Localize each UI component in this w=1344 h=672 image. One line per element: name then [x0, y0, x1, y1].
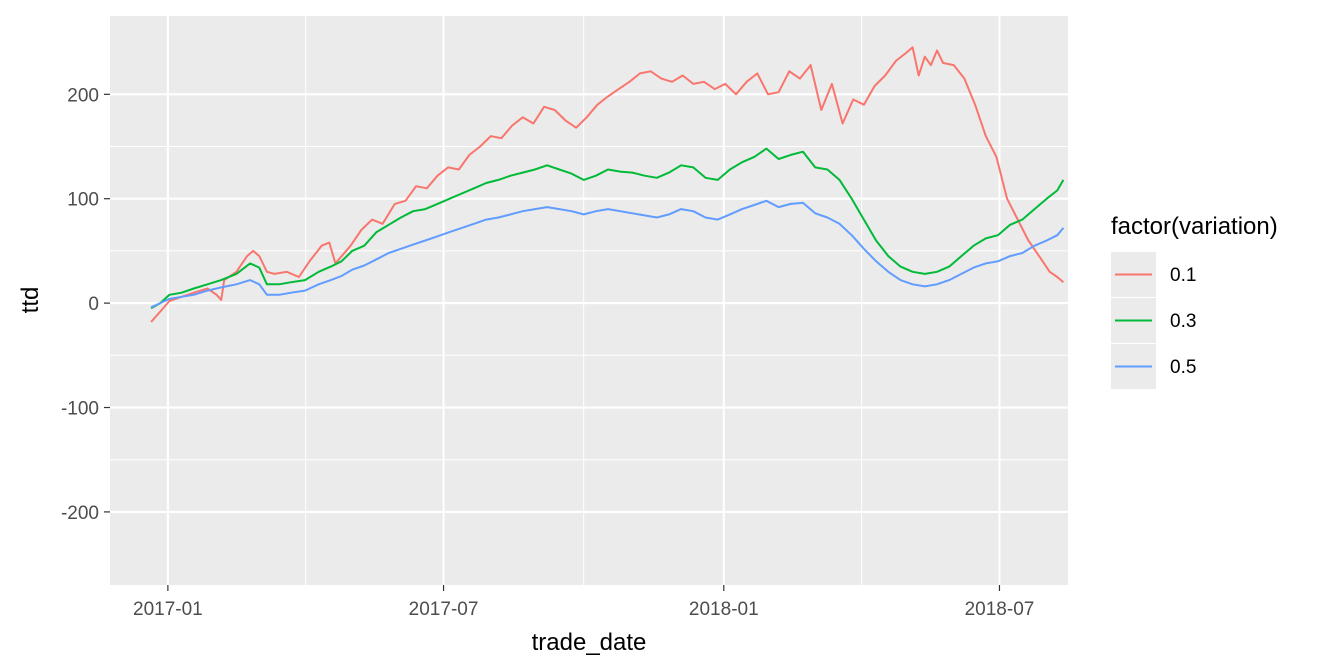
minor-gridlines [110, 16, 1068, 585]
series-line-0.3 [150, 147, 1065, 310]
series-line-0.5 [150, 199, 1065, 309]
y-tick-label: -200 [61, 503, 99, 524]
y-tick-label: 0 [88, 294, 99, 315]
y-axis-title: ttd [17, 287, 44, 314]
legend: factor(variation) 0.1 0.3 0.5 [1111, 213, 1278, 389]
legend-label: 0.1 [1170, 265, 1196, 286]
x-tick-label: 2017-01 [133, 599, 203, 620]
x-tick-label: 2018-01 [689, 599, 759, 620]
y-tick-label: -100 [61, 399, 99, 420]
series-line-0.1 [150, 46, 1065, 323]
y-axis: -200 -100 0 100 200 [61, 85, 110, 524]
panel-background [110, 16, 1068, 585]
x-axis: 2017-01 2017-07 2018-01 2018-07 [133, 585, 1034, 620]
x-tick-label: 2017-07 [409, 599, 479, 620]
series-layer [150, 46, 1065, 323]
x-axis-title: trade_date [532, 629, 647, 656]
x-tick-label: 2018-07 [965, 599, 1035, 620]
legend-label: 0.3 [1170, 311, 1196, 332]
legend-title: factor(variation) [1111, 213, 1278, 240]
y-tick-label: 200 [67, 85, 99, 106]
y-tick-label: 100 [67, 190, 99, 211]
legend-label: 0.5 [1170, 357, 1196, 378]
